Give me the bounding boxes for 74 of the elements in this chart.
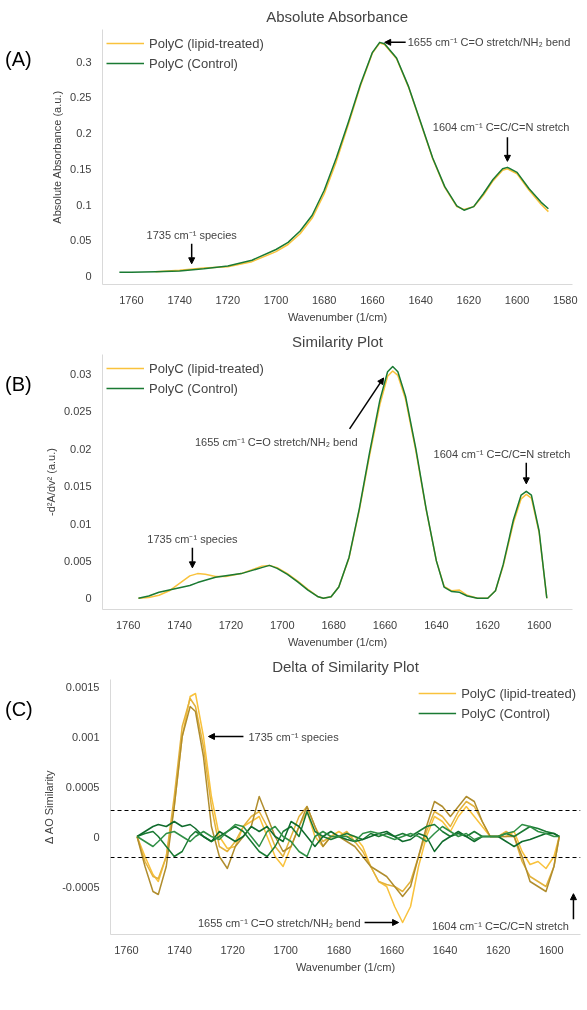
- y-tick-label: 0.03: [70, 367, 92, 380]
- x-tick-label: 1700: [263, 293, 289, 306]
- x-tick-label: 1620: [456, 293, 482, 306]
- chart-title: Delta of Similarity Plot: [272, 657, 420, 675]
- legend-label: PolyC (lipid-treated): [149, 35, 264, 51]
- x-tick-label: 1660: [379, 943, 405, 956]
- text: (A): [5, 47, 32, 72]
- y-tick-label: 0.1: [76, 198, 92, 211]
- x-tick-label: 1720: [218, 618, 244, 631]
- y-tick-label: 0.0005: [65, 780, 100, 793]
- y-tick-label: 0.005: [63, 554, 92, 567]
- annotation: 1655 cm⁻¹ C=O stretch/NH₂ bend: [194, 435, 358, 448]
- legend-label: PolyC (Control): [149, 380, 238, 396]
- x-axis-title: Wavenumber (1/cm): [287, 310, 388, 323]
- x-tick-label: 1740: [167, 293, 192, 306]
- x-tick-label: 1660: [360, 293, 385, 306]
- x-tick-label: 1680: [326, 943, 352, 956]
- y-tick-label: 0.001: [71, 730, 100, 743]
- x-tick-label: 1760: [119, 293, 144, 306]
- x-tick-label: 1740: [167, 618, 192, 631]
- annotation: 1735 cm⁻¹ species: [146, 228, 238, 241]
- x-tick-label: 1600: [539, 943, 564, 956]
- y-tick-label: 0.3: [76, 55, 92, 68]
- annotation: 1655 cm⁻¹ C=O stretch/NH₂ bend: [407, 36, 571, 49]
- y-tick-label: 0.15: [70, 162, 92, 175]
- y-tick-label: 0.25: [70, 91, 92, 104]
- text: (B): [5, 372, 32, 397]
- x-tick-label: 1700: [273, 943, 298, 956]
- legend-label: PolyC (lipid-treated): [461, 685, 576, 701]
- y-tick-label: 0.0015: [65, 680, 100, 693]
- annotation: 1604 cm⁻¹ C=C/C=N stretch: [432, 919, 569, 932]
- x-tick-label: 1660: [372, 618, 398, 631]
- y-axis-title: Δ AO Similarity: [43, 770, 56, 844]
- y-tick-label: 0.01: [70, 517, 92, 530]
- legend-label: PolyC (Control): [461, 705, 550, 721]
- x-tick-label: 1720: [220, 943, 245, 956]
- y-tick-label: 0.2: [76, 127, 92, 140]
- x-tick-label: 1600: [526, 618, 552, 631]
- x-tick-label: 1640: [432, 943, 458, 956]
- x-tick-label: 1640: [408, 293, 433, 306]
- y-tick-label: 0.02: [70, 442, 92, 455]
- x-tick-label: 1680: [312, 293, 337, 306]
- x-tick-label: 1640: [424, 618, 449, 631]
- x-tick-label: 1600: [504, 293, 530, 306]
- y-tick-label: 0.015: [63, 480, 92, 493]
- y-axis-title: Absolute Absorbance (a.u.): [51, 90, 64, 224]
- x-tick-label: 1720: [215, 293, 241, 306]
- chart-title: Similarity Plot: [292, 332, 384, 350]
- x-tick-label: 1620: [485, 943, 511, 956]
- x-axis-title: Wavenumber (1/cm): [295, 960, 396, 973]
- legend-label: PolyC (Control): [149, 55, 238, 71]
- y-tick-label: 0: [85, 592, 92, 605]
- x-axis-title: Wavenumber (1/cm): [287, 635, 388, 648]
- annotation: 1655 cm⁻¹ C=O stretch/NH₂ bend: [197, 916, 361, 929]
- x-tick-label: 1620: [475, 618, 500, 631]
- annotation: 1735 cm⁻¹ species: [248, 730, 340, 743]
- x-tick-label: 1760: [114, 943, 139, 956]
- text: (C): [5, 697, 33, 722]
- x-tick-label: 1740: [167, 943, 192, 956]
- annotation: 1735 cm⁻¹ species: [147, 532, 238, 545]
- chart-title: Absolute Absorbance: [266, 7, 408, 25]
- y-tick-label: 0: [85, 269, 92, 282]
- y-tick-label: -0.0005: [62, 880, 100, 893]
- x-tick-label: 1680: [321, 618, 346, 631]
- y-tick-label: 0: [93, 830, 100, 843]
- x-tick-label: 1700: [270, 618, 295, 631]
- annotation: 1604 cm⁻¹ C=C/C=N stretch: [432, 121, 570, 134]
- y-tick-label: 0.025: [63, 405, 92, 418]
- y-tick-label: 0.05: [70, 234, 92, 247]
- x-tick-label: 1760: [115, 618, 141, 631]
- x-tick-label: 1580: [553, 293, 578, 306]
- annotation: 1604 cm⁻¹ C=C/C=N stretch: [433, 447, 571, 460]
- y-axis-title: -d²A/dv² (a.u.): [44, 448, 57, 516]
- legend-label: PolyC (lipid-treated): [149, 360, 264, 376]
